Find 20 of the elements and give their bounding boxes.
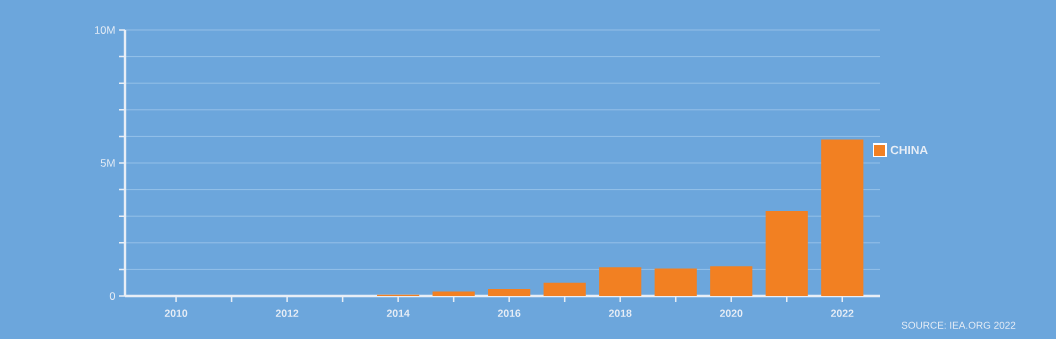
x-tick-label: 2020 [719,309,743,317]
x-tick-label: 2010 [164,309,188,317]
x-tick-label: 2012 [275,309,299,317]
bar [432,291,475,296]
legend-label: CHINA [890,145,928,155]
x-tick-label: 2016 [497,309,521,317]
x-tick-label: 2018 [608,309,632,317]
x-tick-label: 2022 [830,309,854,317]
bar [543,282,586,296]
y-tick-label: 10M [95,26,115,34]
y-tick-label: 0 [109,292,116,300]
bar [710,266,753,296]
bar [488,289,531,296]
source-note: SOURCE: IEA.ORG 2022 [901,321,1016,329]
x-tick-label: 2014 [386,309,410,317]
y-tick-label: 5M [100,159,115,167]
bar [599,267,642,296]
bar [821,139,864,296]
bar [765,210,808,296]
bar [654,268,697,296]
